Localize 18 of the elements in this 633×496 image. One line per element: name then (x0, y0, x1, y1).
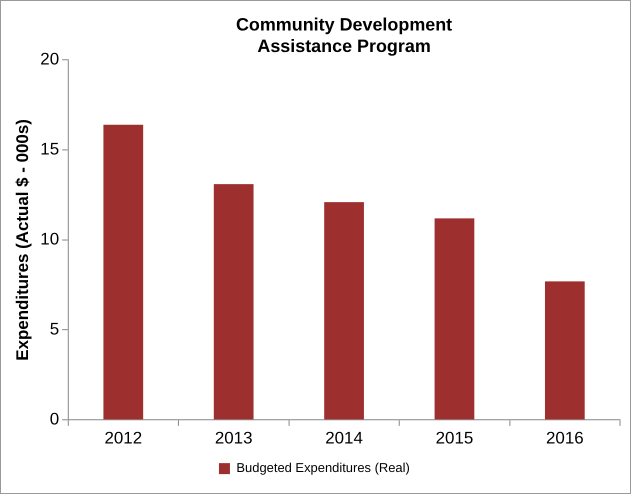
x-tick-label: 2016 (546, 428, 584, 448)
bar (324, 202, 364, 420)
bar (214, 184, 254, 420)
x-tick-label: 2015 (436, 428, 474, 448)
x-tick-label: 2014 (325, 428, 363, 448)
bar (544, 281, 585, 420)
legend-label: Budgeted Expenditures (Real) (236, 460, 410, 476)
y-tick-label: 15 (40, 140, 60, 159)
x-tick-label: 2013 (214, 428, 253, 448)
y-tick-label: 10 (40, 230, 60, 249)
y-tick-label: 5 (50, 320, 60, 339)
chart-title: Community Development Assistance Program (236, 14, 452, 56)
y-tick-label: 0 (50, 410, 60, 429)
x-tick-label: 2012 (104, 428, 142, 448)
y-axis-title: Expenditures (Actual $ - 000s) (12, 119, 32, 361)
y-tick-label: 20 (40, 50, 60, 69)
bar (434, 218, 474, 420)
bar (103, 124, 144, 420)
